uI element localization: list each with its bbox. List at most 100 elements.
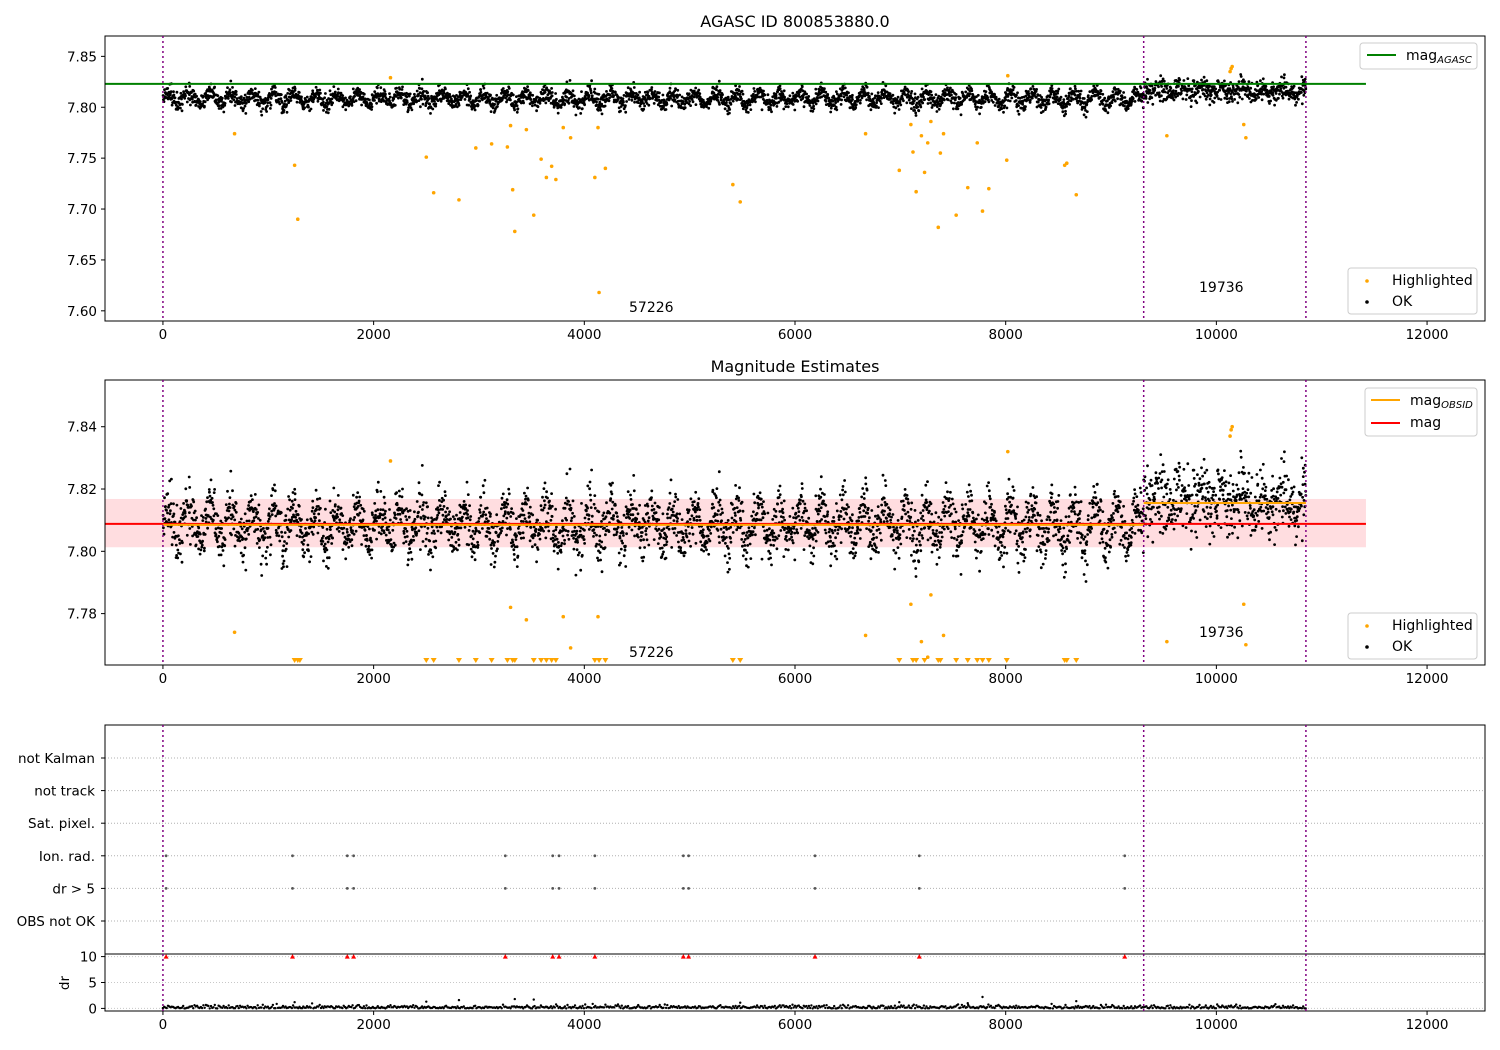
ok-point — [535, 560, 538, 564]
ok-point — [266, 545, 269, 549]
panel-1-title: AGASC ID 800853880.0 — [700, 12, 889, 31]
ok-point — [228, 91, 232, 95]
ok-point — [300, 95, 303, 99]
ok-point — [954, 96, 958, 100]
ok-point — [218, 104, 221, 108]
ok-point — [233, 518, 237, 522]
ok-point — [1260, 98, 1264, 102]
ok-point — [316, 497, 319, 501]
ok-point — [580, 90, 583, 93]
ok-point — [652, 102, 656, 105]
ok-point — [376, 490, 379, 494]
ok-point — [189, 103, 192, 107]
ok-point — [188, 85, 192, 88]
ok-point — [479, 495, 483, 499]
ok-point — [1054, 100, 1058, 104]
panel-1-annotation-19736: 19736 — [1199, 280, 1244, 296]
ok-point — [1267, 94, 1271, 98]
ok-point — [1218, 88, 1222, 92]
ok-point — [1023, 107, 1027, 111]
ok-point — [997, 97, 1001, 101]
ok-point — [528, 539, 532, 543]
ok-point — [1189, 105, 1193, 108]
ok-point — [404, 540, 408, 543]
ok-point — [465, 480, 469, 484]
ok-point — [521, 509, 525, 512]
ok-point — [224, 503, 228, 506]
ok-point — [522, 536, 525, 540]
ok-point — [311, 91, 315, 95]
x-tick-label: 10000 — [1195, 327, 1238, 343]
ok-point — [550, 515, 554, 518]
ok-point — [402, 103, 406, 106]
ok-point — [378, 516, 382, 519]
ok-point — [211, 501, 214, 504]
ok-point — [1162, 88, 1166, 91]
ok-point — [626, 86, 630, 90]
ok-point — [1300, 102, 1304, 106]
ok-point — [463, 525, 467, 529]
ok-point — [851, 93, 854, 97]
ok-point — [264, 550, 268, 553]
ok-point — [490, 547, 493, 550]
ok-point — [169, 502, 173, 505]
ok-point — [1209, 93, 1213, 97]
ok-point — [270, 494, 273, 497]
ok-point — [359, 503, 363, 507]
ok-point — [312, 512, 316, 516]
ok-point — [392, 97, 396, 101]
ok-point — [1202, 75, 1206, 79]
ok-point — [1282, 76, 1286, 80]
ok-point — [244, 568, 248, 572]
ok-point — [547, 529, 551, 533]
ok-point — [834, 105, 838, 109]
ok-point — [200, 543, 204, 547]
ok-point — [1055, 95, 1059, 99]
ok-point — [316, 99, 320, 103]
ok-point — [185, 100, 189, 104]
ok-point — [788, 94, 792, 98]
ok-point — [1029, 87, 1033, 90]
ok-point — [1219, 98, 1223, 101]
ok-point — [505, 498, 509, 502]
ok-point — [201, 519, 205, 522]
ok-point — [212, 507, 216, 511]
ok-point — [596, 97, 600, 101]
ok-point — [952, 101, 956, 105]
ok-point — [204, 96, 208, 99]
ok-point — [550, 87, 553, 90]
ok-point — [646, 91, 650, 94]
ok-point — [208, 494, 212, 498]
ok-point — [483, 478, 487, 482]
ok-point — [865, 98, 868, 102]
ok-point — [708, 102, 712, 106]
ok-point — [1268, 102, 1271, 105]
ok-point — [610, 87, 614, 90]
ok-point — [515, 534, 518, 538]
x-tick-label: 12000 — [1406, 327, 1449, 343]
ok-point — [854, 103, 858, 106]
ok-point — [589, 91, 593, 95]
ok-point — [1248, 97, 1251, 100]
ok-point — [314, 488, 318, 492]
ok-point — [538, 532, 541, 536]
ok-point — [274, 514, 278, 518]
ok-point — [320, 542, 323, 546]
ok-point — [1243, 80, 1246, 84]
ok-point — [310, 519, 314, 523]
ok-point — [284, 95, 288, 99]
ok-point — [811, 109, 815, 113]
ok-point — [293, 498, 297, 501]
ok-point — [457, 103, 461, 107]
legend-label-highlighted: Highlighted — [1392, 273, 1473, 289]
ok-point — [554, 535, 557, 538]
ok-point — [333, 90, 337, 94]
ok-point — [364, 544, 368, 548]
highlighted-point — [489, 142, 494, 146]
ok-point — [331, 101, 334, 105]
ok-point — [744, 108, 748, 112]
ok-point — [383, 501, 387, 505]
ok-point — [1154, 93, 1157, 97]
ok-point — [666, 94, 670, 98]
ok-point — [491, 552, 495, 555]
